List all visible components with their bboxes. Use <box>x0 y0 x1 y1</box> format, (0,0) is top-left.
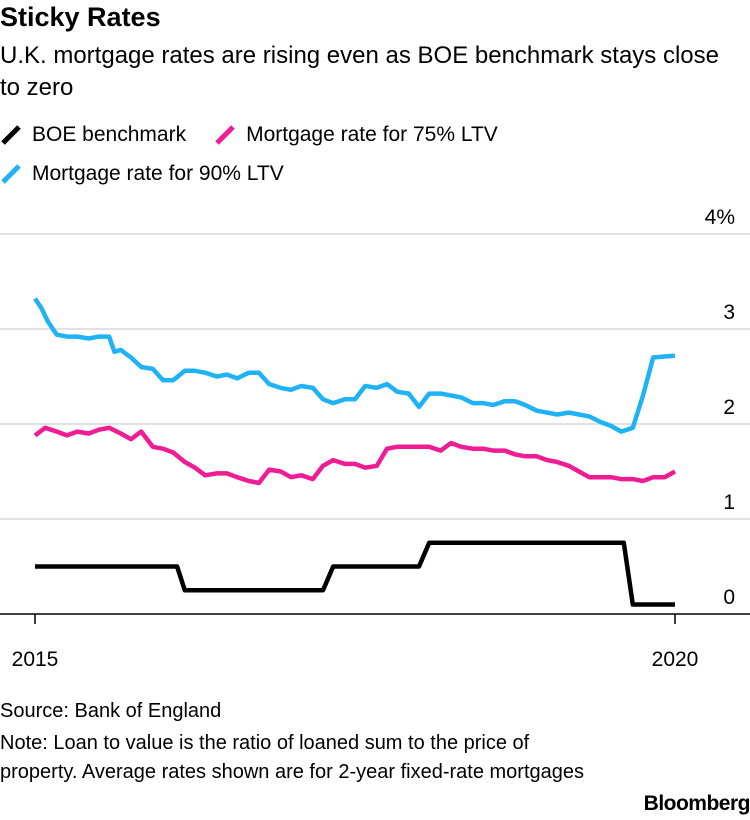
x-tick-label: 2015 <box>12 648 59 671</box>
y-tick-label: 2 <box>723 396 735 419</box>
legend-item-90ltv: Mortgage rate for 90% LTV <box>0 162 284 186</box>
y-tick-label: 1 <box>723 491 735 514</box>
bloomberg-logo: Bloomberg <box>643 792 750 815</box>
x-tick-label: 2020 <box>652 648 699 671</box>
legend-row-2: Mortgage rate for 90% LTV <box>0 162 312 186</box>
series-line-boe-benchmark <box>35 540 675 607</box>
source-note: Source: Bank of England <box>0 700 222 722</box>
legend-swatch-boe <box>1 125 21 145</box>
legend-label-75ltv: Mortgage rate for 75% LTV <box>246 123 498 146</box>
legend-item-boe: BOE benchmark <box>0 123 186 147</box>
y-tick-label: 0 <box>723 586 735 609</box>
explanatory-note: Note: Loan to value is the ratio of loan… <box>0 732 584 783</box>
legend-row-1: BOE benchmark Mortgage rate for 75% LTV <box>0 123 526 147</box>
series-line-75-ltv <box>33 425 677 486</box>
y-tick-label: 3 <box>723 301 735 324</box>
y-tick-label: 4% <box>705 206 735 229</box>
line-chart: 0 1 2 3 4% 2015 2020 <box>0 206 750 671</box>
legend-swatch-75ltv <box>215 125 235 145</box>
legend-label-boe: BOE benchmark <box>32 123 187 146</box>
legend-swatch-90ltv <box>1 164 21 184</box>
series-line-90-ltv <box>33 297 676 434</box>
chart-subtitle: U.K. mortgage rates are rising even as B… <box>0 42 719 101</box>
legend-item-75ltv: Mortgage rate for 75% LTV <box>214 123 498 147</box>
chart-title: Sticky Rates <box>0 2 161 32</box>
legend-label-90ltv: Mortgage rate for 90% LTV <box>32 162 284 185</box>
